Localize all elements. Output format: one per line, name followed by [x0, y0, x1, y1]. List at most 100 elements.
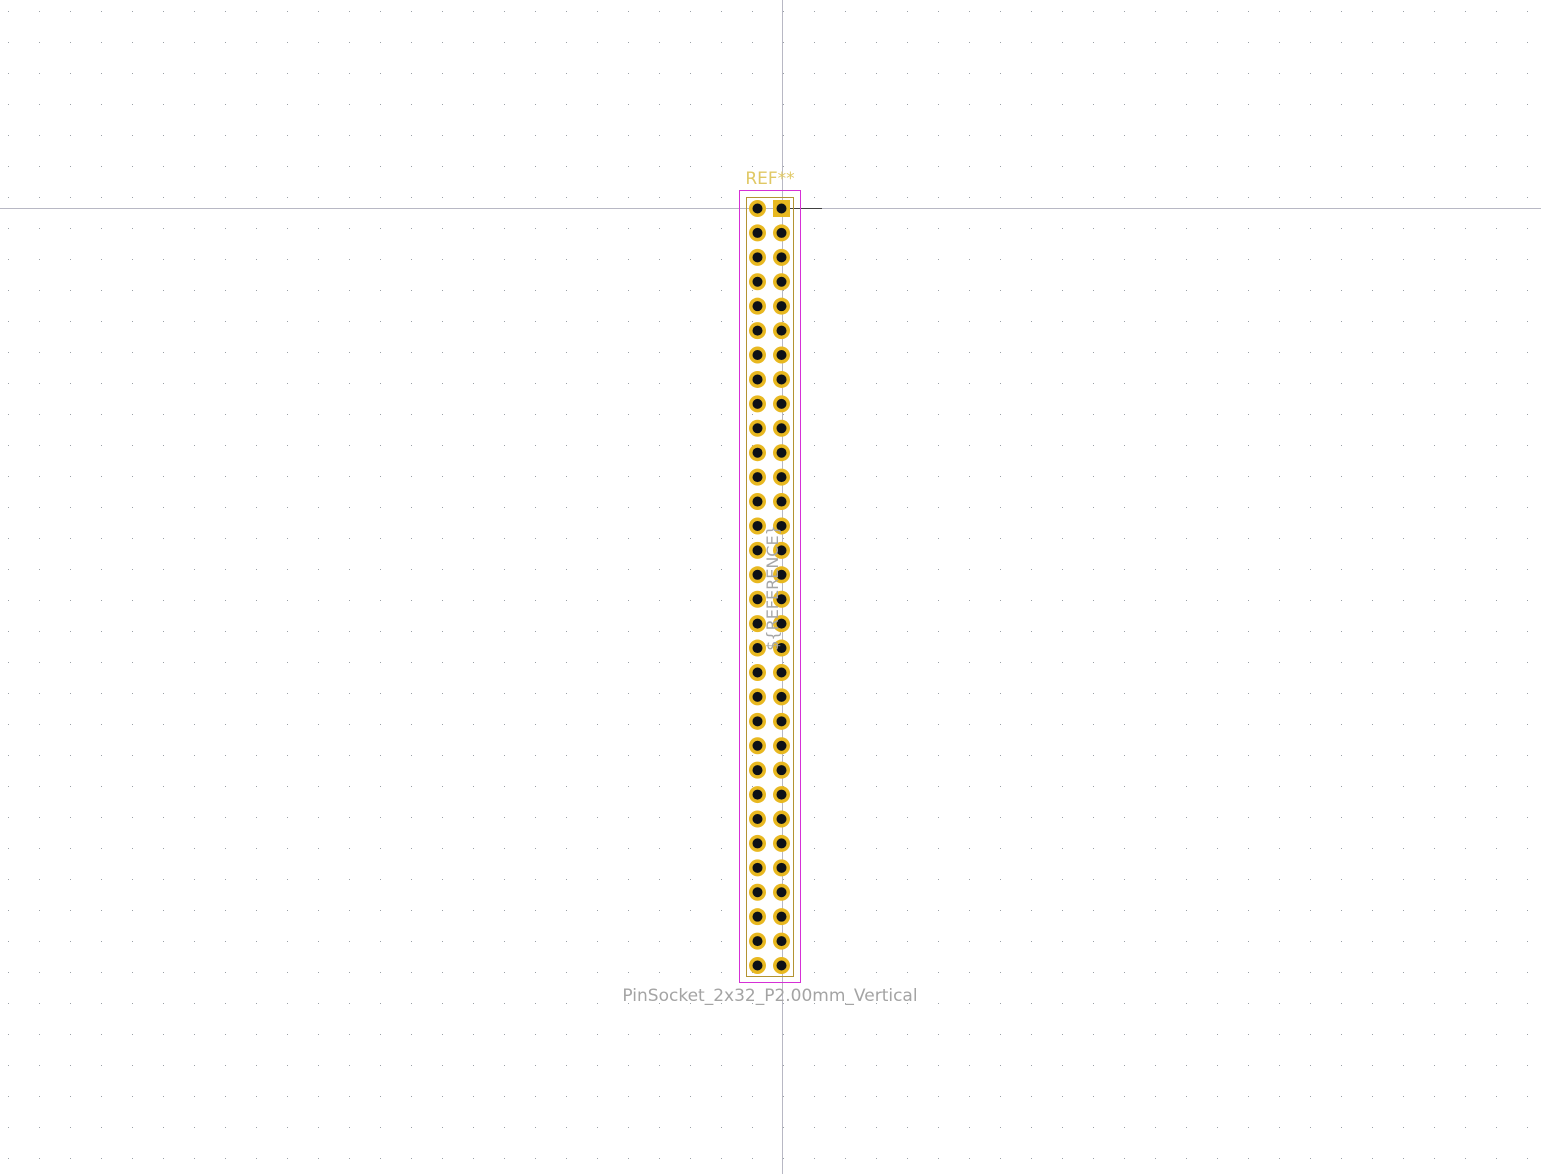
pad[interactable] — [773, 932, 790, 950]
pad[interactable] — [773, 444, 790, 462]
pad[interactable] — [773, 957, 790, 975]
pad-array[interactable] — [749, 200, 790, 975]
pad[interactable] — [749, 883, 766, 901]
pad[interactable] — [749, 859, 766, 877]
pad[interactable] — [773, 273, 790, 291]
pad[interactable] — [773, 712, 790, 730]
footprint-value-label[interactable]: PinSocket_2x32_P2.00mm_Vertical — [622, 986, 917, 1006]
pad[interactable] — [749, 932, 766, 950]
pad[interactable] — [773, 468, 790, 486]
grid-dot — [690, 569, 691, 570]
pad[interactable] — [773, 908, 790, 926]
grid-dot — [380, 662, 381, 663]
grid-dot — [566, 414, 567, 415]
pad[interactable] — [749, 908, 766, 926]
pad[interactable] — [749, 957, 766, 975]
pad[interactable] — [773, 346, 790, 364]
pad[interactable] — [749, 737, 766, 755]
pad[interactable] — [749, 541, 766, 559]
pad[interactable] — [773, 395, 790, 413]
grid-dot — [504, 352, 505, 353]
pad[interactable] — [749, 493, 766, 511]
pad[interactable] — [773, 297, 790, 315]
pad[interactable] — [773, 541, 790, 559]
grid-dot — [163, 507, 164, 508]
user-reference-field[interactable]: ${REFERENCE} — [763, 525, 782, 651]
pad[interactable] — [749, 224, 766, 242]
pad[interactable] — [773, 590, 790, 608]
pad[interactable] — [773, 883, 790, 901]
grid-dot — [318, 228, 319, 229]
pad[interactable] — [773, 370, 790, 388]
pad[interactable] — [749, 834, 766, 852]
pad[interactable] — [749, 248, 766, 266]
pad[interactable] — [749, 639, 766, 657]
pad[interactable] — [773, 200, 790, 217]
pad-drill-hole — [752, 740, 763, 751]
pad[interactable] — [749, 517, 766, 535]
grid-dot — [1496, 104, 1497, 105]
pad[interactable] — [773, 224, 790, 242]
pad[interactable] — [749, 761, 766, 779]
grid-dot — [690, 972, 691, 973]
grid-dot — [411, 135, 412, 136]
grid-dot — [783, 1065, 784, 1066]
grid-dot — [101, 972, 102, 973]
pad[interactable] — [773, 859, 790, 877]
pad-drill-hole — [776, 716, 787, 727]
pad[interactable] — [773, 615, 790, 633]
grid-dot — [907, 445, 908, 446]
grid-dot — [132, 941, 133, 942]
pad[interactable] — [773, 761, 790, 779]
grid-dot — [1062, 1003, 1063, 1004]
pad[interactable] — [749, 590, 766, 608]
pad[interactable] — [773, 810, 790, 828]
pad[interactable] — [749, 786, 766, 804]
pad[interactable] — [749, 370, 766, 388]
pad[interactable] — [749, 810, 766, 828]
pad[interactable] — [773, 737, 790, 755]
pad[interactable] — [773, 493, 790, 511]
reference-designator[interactable]: REF** — [745, 169, 794, 189]
pad[interactable] — [773, 663, 790, 681]
pad[interactable] — [749, 615, 766, 633]
grid-dot — [1124, 73, 1125, 74]
grid-dot — [1527, 42, 1528, 43]
pad[interactable] — [749, 444, 766, 462]
pad[interactable] — [749, 200, 766, 217]
pad[interactable] — [749, 322, 766, 340]
pad[interactable] — [749, 273, 766, 291]
pad[interactable] — [749, 395, 766, 413]
pad[interactable] — [749, 566, 766, 584]
pad[interactable] — [773, 688, 790, 706]
pad[interactable] — [773, 786, 790, 804]
grid-dot — [721, 941, 722, 942]
grid-dot — [39, 1096, 40, 1097]
grid-dot — [1217, 848, 1218, 849]
grid-dot — [1248, 569, 1249, 570]
grid-dot — [845, 1003, 846, 1004]
pad[interactable] — [773, 834, 790, 852]
pad[interactable] — [749, 468, 766, 486]
pad[interactable] — [749, 419, 766, 437]
pad[interactable] — [773, 639, 790, 657]
grid-dot — [256, 104, 257, 105]
pad[interactable] — [749, 346, 766, 364]
footprint[interactable]: REF** ${REFERENCE} PinSocket_2x32_P2.00m… — [622, 169, 917, 1006]
grid-dot — [1341, 817, 1342, 818]
grid-dot — [163, 786, 164, 787]
pad[interactable] — [749, 688, 766, 706]
grid-dot — [132, 538, 133, 539]
pad[interactable] — [773, 248, 790, 266]
pad[interactable] — [773, 517, 790, 535]
pad[interactable] — [773, 322, 790, 340]
pad[interactable] — [749, 297, 766, 315]
grid-dot — [225, 476, 226, 477]
grid-dot — [225, 290, 226, 291]
pad[interactable] — [773, 419, 790, 437]
pad[interactable] — [749, 712, 766, 730]
grid-dot — [1310, 755, 1311, 756]
pad[interactable] — [749, 663, 766, 681]
pad[interactable] — [773, 566, 790, 584]
